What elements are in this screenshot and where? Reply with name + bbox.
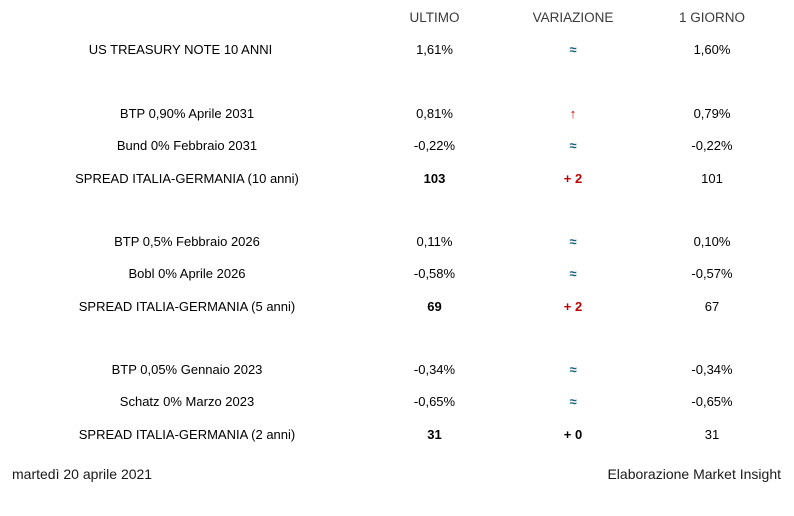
- bond-row: Bund 0% Febbraio 2031 -0,22% ≈ -0,22%: [10, 129, 783, 162]
- instrument-label: BTP 0,05% Gennaio 2023: [111, 361, 263, 377]
- variation-indicator: ≈: [569, 42, 577, 57]
- spread-row: SPREAD ITALIA-GERMANIA (5 anni) 69 + 2 6…: [10, 290, 783, 322]
- bond-row: BTP 0,90% Aprile 2031 0,81% ↑ 0,79%: [10, 97, 783, 129]
- instrument-label: BTP 0,90% Aprile 2031: [119, 105, 255, 121]
- spread-row: SPREAD ITALIA-GERMANIA (2 anni) 31 + 0 3…: [10, 418, 783, 450]
- spread-ultimo-value: 31: [427, 426, 442, 442]
- bond-row: BTP 0,5% Febbraio 2026 0,11% ≈ 0,10%: [10, 225, 783, 257]
- spread-variation: + 2: [563, 170, 583, 186]
- spread-label: SPREAD ITALIA-GERMANIA (10 anni): [75, 170, 299, 186]
- spread-variation: + 2: [563, 298, 583, 314]
- variation-indicator: ≈: [569, 361, 577, 377]
- bond-row: Schatz 0% Marzo 2023 -0,65% ≈ -0,65%: [10, 385, 783, 418]
- instrument-label: Schatz 0% Marzo 2023: [119, 394, 255, 409]
- instrument-label: Bobl 0% Aprile 2026: [128, 266, 246, 281]
- spread-giorno-value: 101: [701, 170, 723, 186]
- gap-spacer: [351, 33, 364, 66]
- instrument-label: Bund 0% Febbraio 2031: [116, 138, 258, 153]
- giorno-value: 0,79%: [693, 105, 731, 121]
- report-footer: martedì 20 aprile 2021 Elaborazione Mark…: [12, 466, 781, 482]
- ultimo-value: -0,22%: [413, 138, 456, 153]
- instrument-label: US TREASURY NOTE 10 ANNI: [88, 42, 273, 57]
- column-headers: ULTIMO VARIAZIONE 1 GIORNO: [10, 8, 783, 26]
- giorno-value: -0,57%: [691, 266, 733, 281]
- spread-2y-section: BTP 0,05% Gennaio 2023 -0,34% ≈ -0,34% S…: [10, 353, 783, 450]
- column-header-ultimo: ULTIMO: [409, 9, 460, 25]
- spread-giorno-value: 31: [704, 426, 720, 442]
- column-header-1-giorno: 1 GIORNO: [678, 9, 745, 25]
- column-header-variazione: VARIAZIONE: [532, 9, 614, 25]
- ultimo-value: -0,65%: [413, 394, 456, 409]
- variation-indicator: ≈: [569, 233, 577, 249]
- ultimo-value: 1,61%: [416, 42, 453, 57]
- giorno-value: -0,34%: [691, 361, 733, 377]
- bond-rates-report: ULTIMO VARIAZIONE 1 GIORNO US TREASURY N…: [0, 8, 794, 516]
- source-credit: Elaborazione Market Insight: [607, 466, 781, 482]
- variation-indicator: ≈: [569, 266, 577, 281]
- giorno-value: -0,22%: [691, 138, 733, 153]
- bond-row: Bobl 0% Aprile 2026 -0,58% ≈ -0,57%: [10, 257, 783, 290]
- giorno-value: 1,60%: [693, 42, 731, 57]
- spread-10y-section: BTP 0,90% Aprile 2031 0,81% ↑ 0,79% Bund…: [10, 97, 783, 194]
- bond-row: BTP 0,05% Gennaio 2023 -0,34% ≈ -0,34%: [10, 353, 783, 385]
- spread-label: SPREAD ITALIA-GERMANIA (5 anni): [78, 298, 296, 314]
- spread-giorno-value: 67: [704, 298, 720, 314]
- spread-row: SPREAD ITALIA-GERMANIA (10 anni) 103 + 2…: [10, 162, 783, 194]
- variation-indicator: ≈: [569, 138, 577, 153]
- ultimo-value: 0,11%: [416, 233, 453, 249]
- us-treasury-section: US TREASURY NOTE 10 ANNI 1,61% ≈ 1,60%: [10, 33, 783, 66]
- spread-label: SPREAD ITALIA-GERMANIA (2 anni): [78, 426, 296, 442]
- variation-indicator: ↑: [569, 105, 577, 121]
- spread-ultimo-value: 103: [423, 170, 446, 186]
- variation-indicator: ≈: [569, 394, 577, 409]
- giorno-value: -0,65%: [691, 394, 733, 409]
- header-spacer: [10, 8, 364, 26]
- spread-ultimo-value: 69: [427, 298, 442, 314]
- ultimo-value: -0,58%: [413, 266, 456, 281]
- spread-5y-section: BTP 0,5% Febbraio 2026 0,11% ≈ 0,10% Bob…: [10, 225, 783, 322]
- spread-variation: + 0: [563, 426, 583, 442]
- giorno-value: 0,10%: [693, 233, 731, 249]
- instrument-label: BTP 0,5% Febbraio 2026: [114, 233, 260, 249]
- report-date: martedì 20 aprile 2021: [12, 466, 153, 482]
- ultimo-value: 0,81%: [416, 105, 453, 121]
- bond-row: US TREASURY NOTE 10 ANNI 1,61% ≈ 1,60%: [10, 33, 783, 66]
- ultimo-value: -0,34%: [413, 361, 456, 377]
